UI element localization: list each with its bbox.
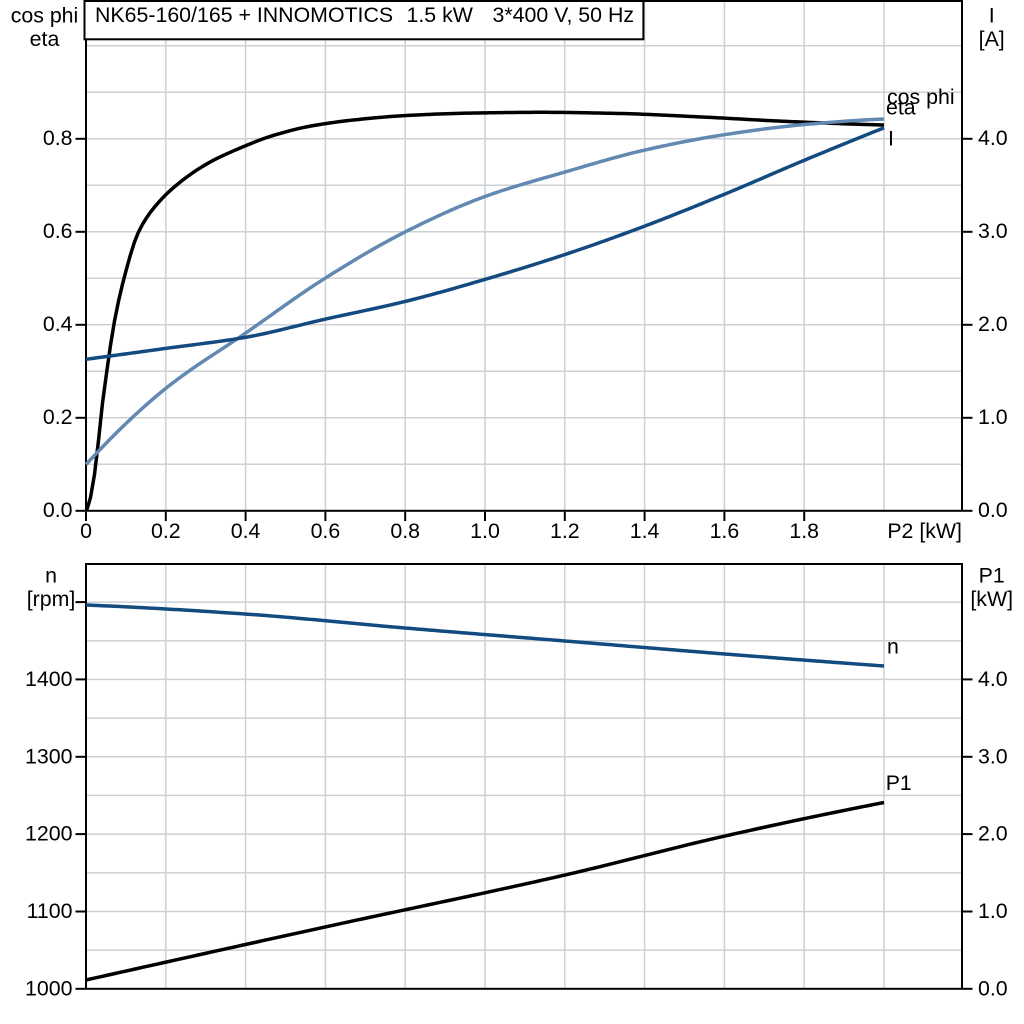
svg-text:1.0: 1.0: [470, 519, 500, 543]
svg-text:1.2: 1.2: [550, 519, 580, 543]
svg-text:n: n: [45, 564, 57, 588]
svg-text:0.4: 0.4: [43, 312, 73, 336]
svg-text:0.0: 0.0: [43, 498, 73, 522]
svg-text:0.8: 0.8: [43, 126, 73, 150]
svg-text:1400: 1400: [25, 667, 73, 691]
svg-text:P1: P1: [886, 771, 912, 795]
svg-text:P1: P1: [979, 564, 1005, 588]
svg-text:2.0: 2.0: [978, 822, 1008, 846]
svg-text:4.0: 4.0: [978, 126, 1008, 150]
svg-text:eta: eta: [886, 96, 916, 120]
svg-text:3.0: 3.0: [978, 744, 1008, 768]
svg-text:4.0: 4.0: [978, 667, 1008, 691]
svg-text:1.4: 1.4: [630, 519, 660, 543]
svg-text:cos phi: cos phi: [887, 85, 955, 109]
svg-text:1.5 kW: 1.5 kW: [407, 3, 474, 27]
svg-text:1000: 1000: [25, 976, 73, 1000]
svg-text:1100: 1100: [27, 899, 73, 923]
svg-text:[rpm]: [rpm]: [27, 587, 76, 611]
svg-text:1200: 1200: [25, 822, 73, 846]
svg-text:0.6: 0.6: [43, 219, 73, 243]
svg-text:1.0: 1.0: [978, 405, 1008, 429]
svg-text:2.0: 2.0: [978, 312, 1008, 336]
svg-text:0.0: 0.0: [978, 976, 1008, 1000]
svg-text:P2 [kW]: P2 [kW]: [887, 519, 962, 543]
svg-text:I: I: [888, 127, 894, 151]
svg-text:3.0: 3.0: [978, 219, 1008, 243]
svg-text:0: 0: [80, 519, 92, 543]
svg-text:0.8: 0.8: [390, 519, 420, 543]
svg-text:1300: 1300: [25, 744, 73, 768]
svg-text:NK65-160/165 + INNOMOTICS: NK65-160/165 + INNOMOTICS: [95, 3, 393, 27]
svg-text:eta: eta: [30, 27, 60, 51]
svg-text:1.6: 1.6: [710, 519, 740, 543]
svg-text:[A]: [A]: [979, 27, 1005, 51]
svg-text:0.6: 0.6: [311, 519, 341, 543]
svg-text:0.4: 0.4: [231, 519, 261, 543]
svg-text:1.0: 1.0: [978, 899, 1008, 923]
svg-text:cos phi: cos phi: [11, 4, 79, 28]
svg-text:1.8: 1.8: [789, 519, 819, 543]
svg-text:0.2: 0.2: [151, 519, 181, 543]
svg-text:0.2: 0.2: [43, 405, 73, 429]
svg-text:[kW]: [kW]: [970, 587, 1013, 611]
svg-text:I: I: [989, 4, 995, 28]
svg-text:3*400 V, 50 Hz: 3*400 V, 50 Hz: [493, 3, 635, 27]
svg-text:n: n: [887, 635, 899, 659]
svg-text:0.0: 0.0: [978, 498, 1008, 522]
